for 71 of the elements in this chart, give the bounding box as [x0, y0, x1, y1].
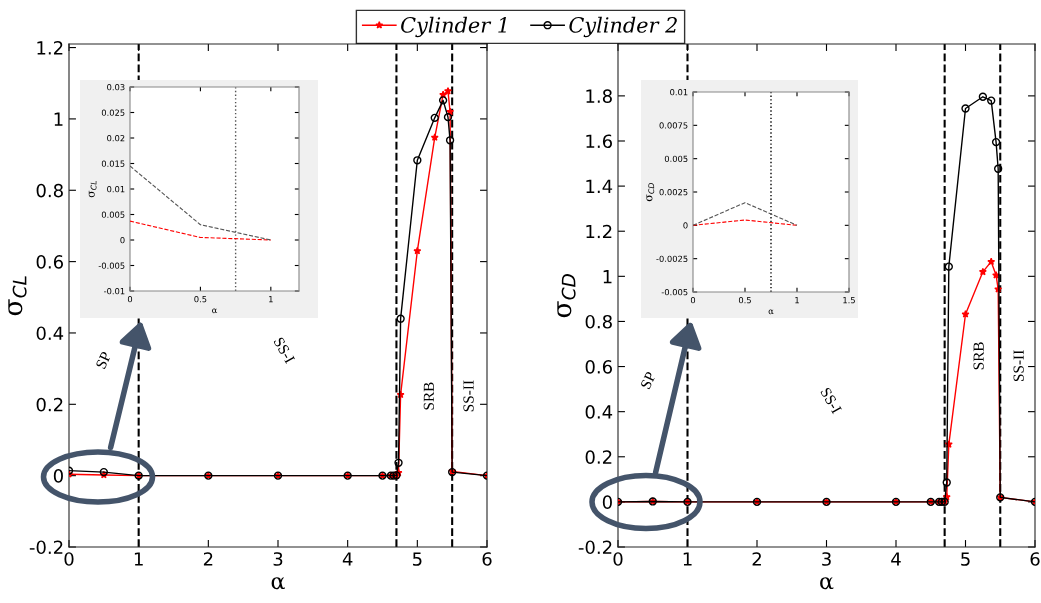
y-tick-label: -0.005: [661, 288, 688, 296]
y-tick-label: 0.01: [670, 88, 688, 96]
y-tick-label: 0.4: [585, 405, 613, 419]
y-axis-title: σ$_{CD}$: [557, 274, 576, 318]
y-tick-label: 0.0025: [659, 188, 688, 196]
x-tick-label: 3: [822, 552, 831, 566]
x-tick-label: 5: [412, 552, 422, 566]
y-tick-label: -0.2: [578, 540, 612, 555]
y-axis-title: σ$_{CD}$: [646, 182, 655, 202]
y-tick-label: 0.2: [36, 397, 63, 412]
y-tick-label: 0.0075: [659, 122, 688, 129]
x-tick-label: 1: [795, 297, 799, 304]
x-tick-label: 0: [64, 552, 74, 566]
x-tick-label: 4: [891, 552, 901, 566]
x-tick-label: 3: [273, 552, 283, 566]
x-tick-label: 6: [482, 552, 492, 566]
x-tick-label: 2: [752, 552, 761, 566]
y-tick-label: 0.2: [585, 450, 612, 464]
x-axis-title: α: [271, 577, 285, 590]
x-tick-label: 6: [1030, 552, 1040, 566]
y-tick-label: 0.8: [585, 314, 612, 329]
x-tick-label: 0: [127, 296, 133, 303]
x-tick-label: 4: [342, 552, 353, 566]
y-tick-label: 0.005: [664, 155, 688, 162]
x-tick-label: 0.5: [194, 296, 207, 303]
annotation: SP: [95, 351, 112, 370]
y-tick-label: 0: [53, 469, 63, 483]
y-tick-label: 0: [120, 236, 125, 244]
y-tick-label: 1: [603, 270, 612, 284]
legend-label: Cylinder 1: [401, 16, 506, 38]
y-tick-label: 0.8: [36, 183, 63, 198]
y-tick-label: 1.2: [37, 41, 63, 55]
y-tick-label: 0.005: [101, 211, 125, 218]
x-tick-label: 0: [613, 552, 623, 566]
annotation: SRB: [973, 342, 984, 370]
y-tick-label: 0: [602, 495, 612, 509]
y-tick-label: 0.025: [101, 109, 125, 116]
y-tick-label: 0: [683, 222, 688, 229]
x-tick-label: 0.5: [738, 297, 751, 304]
y-tick-label: 0.02: [107, 134, 125, 142]
y-tick-label: 1.4: [586, 179, 613, 193]
y-tick-label: 1.2: [586, 224, 612, 239]
y-tick-label: -0.01: [103, 287, 125, 295]
y-tick-label: 0.4: [36, 326, 64, 341]
x-tick-label: 2: [203, 552, 213, 566]
x-axis-title: α: [820, 577, 834, 590]
y-axis-title: σ$_{CL}$: [88, 180, 97, 198]
x-tick-label: 5: [961, 552, 970, 566]
y-tick-label: 0.03: [107, 83, 125, 91]
y-tick-label: 0.6: [36, 255, 63, 269]
y-tick-label: -0.2: [29, 540, 63, 555]
x-tick-label: 1: [134, 552, 143, 566]
y-tick-label: 0.01: [107, 185, 125, 193]
y-tick-label: -0.005: [98, 262, 125, 269]
y-tick-label: 1.8: [586, 89, 612, 103]
y-tick-label: -0.0025: [656, 255, 688, 262]
annotation: SS-II: [1013, 350, 1024, 382]
y-tick-label: 1.6: [586, 134, 612, 149]
x-axis-title: α: [212, 308, 218, 314]
y-tick-label: 1: [54, 112, 63, 126]
x-tick-label: 1.5: [843, 297, 855, 304]
x-axis-title: α: [768, 309, 774, 315]
legend-label: Cylinder 2: [569, 16, 677, 38]
x-tick-label: 0: [690, 297, 696, 304]
x-tick-label: 1: [269, 296, 273, 303]
y-tick-label: 0.6: [585, 360, 612, 374]
annotation: SRB: [423, 382, 434, 410]
annotation: SP: [640, 371, 657, 390]
y-tick-label: 0.015: [101, 160, 125, 167]
annotation: SS-II: [463, 380, 474, 412]
y-axis-title: σ$_{CL}$: [8, 276, 27, 316]
